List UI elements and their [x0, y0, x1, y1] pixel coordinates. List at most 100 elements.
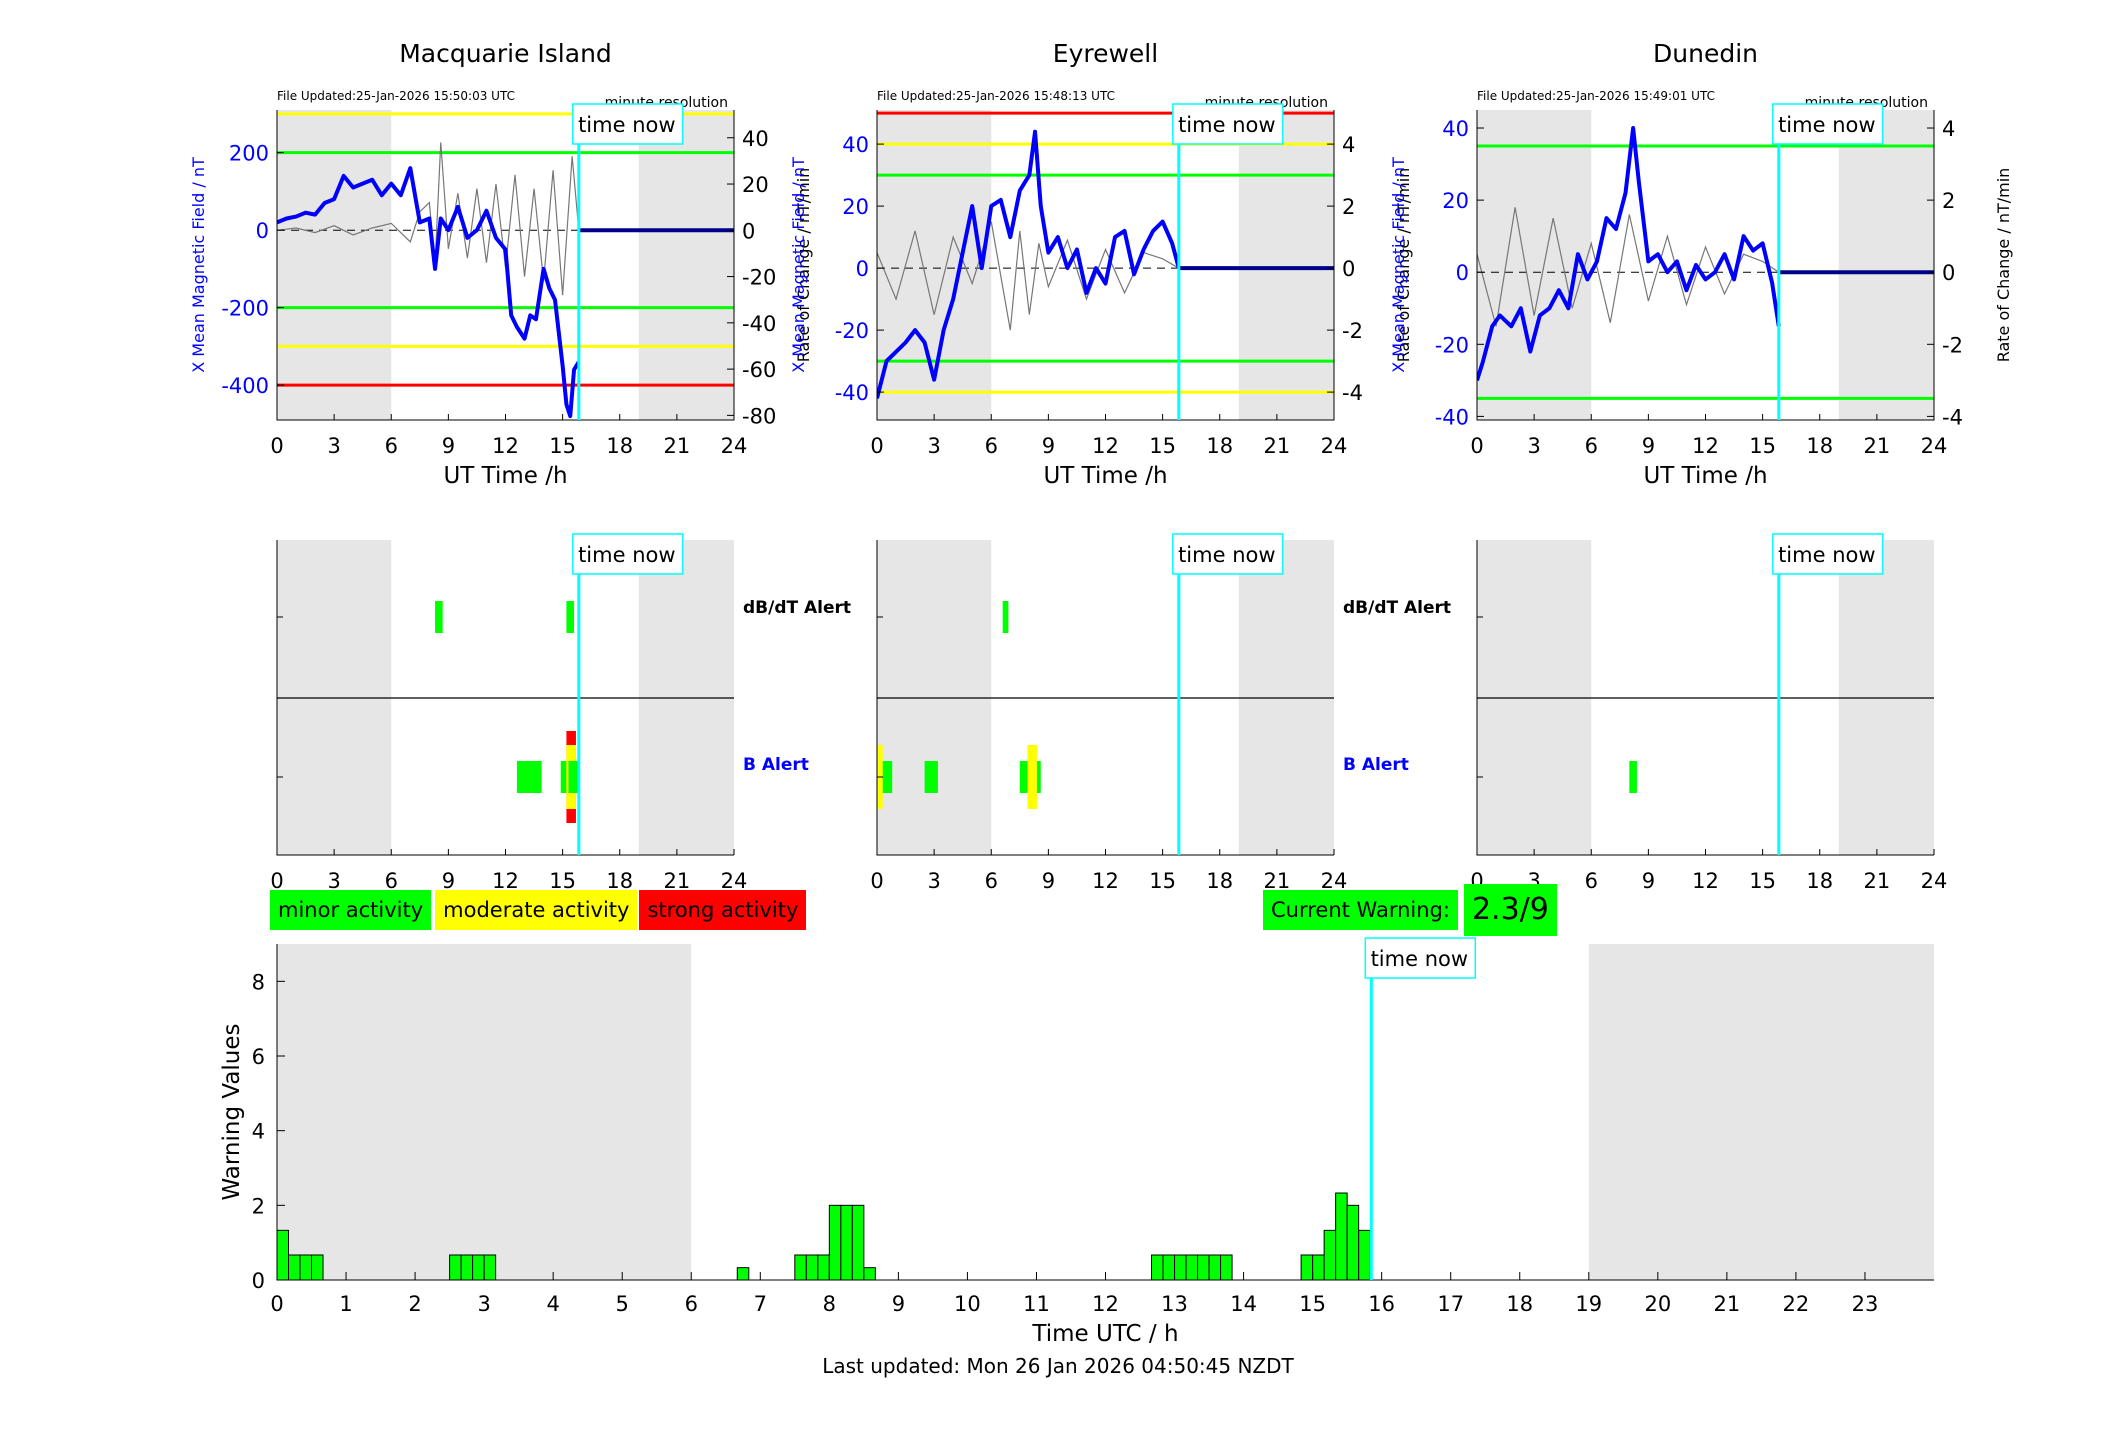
y2tick-label-0-4: 0 — [742, 219, 755, 243]
warning-xtick-label-2: 2 — [408, 1292, 421, 1316]
xtick-label-top-2-2: 6 — [1585, 434, 1598, 458]
warning-bar-12 — [828, 1204, 842, 1281]
xtick-label-alert-2-8: 24 — [1921, 869, 1948, 893]
ytick-label-2-2: 0 — [1456, 261, 1469, 285]
rate-of-change-line-1 — [877, 221, 1180, 331]
now-label-alert-1: time now — [1178, 543, 1275, 567]
xtick-label-alert-2-6: 18 — [1806, 869, 1833, 893]
warning-xtick-label-6: 6 — [685, 1292, 698, 1316]
warning-bar-27 — [1346, 1204, 1360, 1281]
xtick-label-alert-1-3: 9 — [1042, 869, 1055, 893]
db-alert-bar-0-1 — [566, 601, 575, 633]
ylabel-2: X Mean Magnetic Field / nT — [1389, 157, 1408, 373]
warning-bar-6 — [472, 1254, 485, 1281]
warning-xtick-label-4: 4 — [546, 1292, 559, 1316]
file-updated-2: File Updated:25-Jan-2026 15:49:01 UTC — [1477, 89, 1715, 103]
warning-bar-22 — [1220, 1254, 1233, 1281]
warning-ytick-label-1: 2 — [252, 1194, 265, 1218]
warning-xtick-label-14: 14 — [1230, 1292, 1257, 1316]
night-shade-top-0-0 — [277, 110, 392, 420]
xtick-label-alert-0-5: 15 — [549, 869, 576, 893]
y2label-1: Rate of Change / nT/min — [1394, 168, 1413, 363]
y2tick-label-2-4: 4 — [1942, 117, 1955, 141]
warning-xtick-label-18: 18 — [1506, 1292, 1533, 1316]
warning-ytick-label-3: 6 — [252, 1045, 265, 1069]
xtick-label-top-0-6: 18 — [606, 434, 633, 458]
station-title-1: Eyrewell — [1053, 39, 1158, 68]
now-label-box-top-1 — [1172, 103, 1284, 145]
xtick-label-alert-1-7: 21 — [1264, 869, 1291, 893]
xtick-label-alert-0-4: 12 — [492, 869, 519, 893]
xtick-label-alert-1-1: 3 — [927, 869, 940, 893]
xtick-label-alert-0-7: 21 — [664, 869, 691, 893]
rate-of-change-line-2 — [1477, 207, 1780, 327]
xtick-label-top-2-0: 0 — [1470, 434, 1483, 458]
warning-xtick-label-0: 0 — [270, 1292, 283, 1316]
xtick-label-top-2-8: 24 — [1921, 434, 1948, 458]
xtick-label-top-1-8: 24 — [1321, 434, 1348, 458]
b-alert-bar-0-0 — [516, 761, 542, 793]
xlabel-top-0: UT Time /h — [443, 463, 567, 489]
b-alert-label-1: B Alert — [1343, 755, 1409, 775]
warning-bar-7 — [483, 1254, 497, 1281]
xtick-label-top-1-2: 6 — [985, 434, 998, 458]
ytick-label-2-3: 20 — [1442, 189, 1469, 213]
xtick-label-alert-1-6: 18 — [1206, 869, 1233, 893]
warning-bar-3 — [311, 1254, 324, 1281]
ytick-label-2-0: -40 — [1435, 405, 1469, 429]
y2tick-label-1-1: -2 — [1342, 319, 1363, 343]
file-updated-0: File Updated:25-Jan-2026 15:50:03 UTC — [277, 89, 515, 103]
warning-bar-0 — [276, 1229, 290, 1281]
y2tick-label-0-3: -20 — [742, 266, 776, 290]
warning-bar-9 — [794, 1254, 807, 1281]
now-label-top-1: time now — [1178, 113, 1275, 137]
y2label-0: Rate of Change / nT/min — [794, 168, 813, 363]
station-title-2: Dunedin — [1653, 39, 1758, 68]
y2tick-label-0-2: -40 — [742, 312, 776, 336]
xtick-label-alert-1-8: 24 — [1321, 869, 1348, 893]
warning-xtick-label-8: 8 — [823, 1292, 836, 1316]
ytick-label-2-4: 40 — [1442, 117, 1469, 141]
y2tick-label-1-2: 0 — [1342, 257, 1355, 281]
warning-xtick-label-9: 9 — [892, 1292, 905, 1316]
y2tick-label-0-1: -60 — [742, 358, 776, 382]
now-label-alert-0: time now — [578, 543, 675, 567]
warning-bar-4 — [449, 1254, 462, 1281]
xtick-label-top-2-5: 15 — [1749, 434, 1776, 458]
warning-bar-11 — [817, 1254, 830, 1281]
warning-bar-21 — [1208, 1254, 1222, 1281]
xtick-label-top-2-6: 18 — [1806, 434, 1833, 458]
warning-ytick-label-2: 4 — [252, 1120, 265, 1144]
ytick-label-1-4: 40 — [842, 133, 869, 157]
warning-ylabel: Warning Values — [219, 1023, 245, 1200]
station-title-0: Macquarie Island — [399, 39, 612, 68]
xtick-label-alert-2-4: 12 — [1692, 869, 1719, 893]
warning-xtick-label-15: 15 — [1299, 1292, 1326, 1316]
warning-bar-16 — [1151, 1254, 1164, 1281]
warning-xtick-label-10: 10 — [954, 1292, 981, 1316]
warning-xtick-label-23: 23 — [1852, 1292, 1879, 1316]
night-shade-top-1-0 — [877, 110, 992, 420]
file-updated-1: File Updated:25-Jan-2026 15:48:13 UTC — [877, 89, 1115, 103]
warning-bar-17 — [1162, 1254, 1176, 1281]
b-alert-label-0: B Alert — [743, 755, 809, 775]
now-label-box-warning-0 — [1364, 937, 1477, 979]
db-alert-label-0: dB/dT Alert — [743, 598, 851, 618]
b-field-line-1 — [877, 129, 1181, 399]
warning-bar-10 — [805, 1254, 819, 1281]
xtick-label-top-0-8: 24 — [721, 434, 748, 458]
y2tick-label-0-6: 40 — [742, 127, 769, 151]
warning-ytick-label-4: 8 — [252, 970, 265, 994]
warning-bar-15 — [863, 1267, 876, 1281]
night-shade-top-2-1 — [1838, 110, 1934, 420]
xtick-label-top-0-7: 21 — [664, 434, 691, 458]
xlabel-top-1: UT Time /h — [1043, 463, 1167, 489]
xtick-label-top-0-0: 0 — [270, 434, 283, 458]
ytick-label-1-3: 20 — [842, 195, 869, 219]
warning-bar-24 — [1312, 1254, 1325, 1281]
footer-last-updated: Last updated: Mon 26 Jan 2026 04:50:45 N… — [822, 1354, 1294, 1378]
warning-xlabel: Time UTC / h — [1031, 1321, 1178, 1347]
b-alert-bar-1-2 — [924, 761, 938, 793]
xtick-label-top-0-3: 9 — [442, 434, 455, 458]
